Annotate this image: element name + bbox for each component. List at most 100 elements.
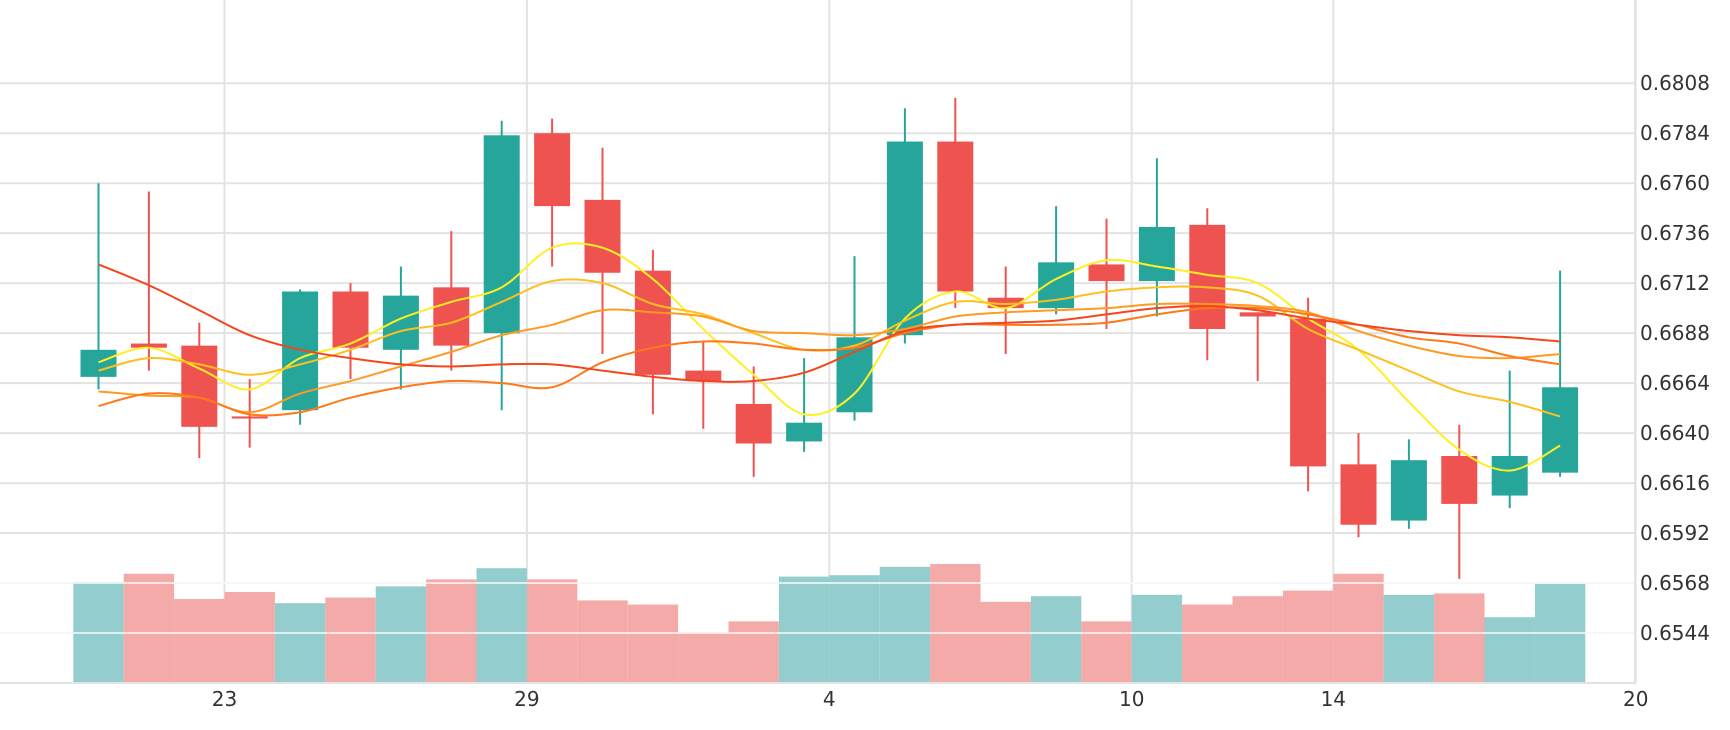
candle [1542, 270, 1579, 477]
candle [80, 183, 117, 390]
candle-body [80, 349, 117, 377]
candle-body [1390, 460, 1427, 521]
y-tick-label: 0.6688 [1640, 321, 1710, 345]
volume-bar [325, 597, 376, 683]
candle [1441, 424, 1478, 579]
candle-body [634, 270, 671, 375]
volume-bar [174, 599, 225, 683]
x-tick-label: 10 [1119, 687, 1144, 711]
candle [1340, 433, 1377, 538]
candle [1189, 208, 1226, 361]
y-tick-label: 0.6664 [1640, 371, 1710, 395]
candle [1088, 218, 1125, 329]
volume-bar [123, 573, 175, 683]
candle-body [1290, 318, 1327, 467]
candle [685, 341, 722, 429]
moving-average-line [98, 306, 1561, 417]
volume-bar [1484, 617, 1535, 683]
y-tick-label: 0.6544 [1640, 621, 1710, 645]
candle-body [937, 141, 974, 292]
moving-average-line [98, 242, 1561, 472]
candle [1390, 439, 1427, 529]
candle-body [130, 343, 167, 348]
candle-body [534, 133, 571, 207]
volume-bar [879, 566, 931, 683]
volume-bar [1232, 596, 1283, 683]
volume-bar [829, 575, 880, 683]
candle [836, 256, 873, 421]
y-tick-label: 0.6712 [1640, 271, 1710, 295]
candle [1290, 297, 1327, 492]
candle-body [382, 295, 419, 350]
volume-bar [930, 564, 981, 683]
y-tick-label: 0.6592 [1640, 521, 1710, 545]
candle [1138, 158, 1175, 317]
y-tick-label: 0.6760 [1640, 171, 1710, 195]
volume-bar [426, 579, 477, 683]
x-tick-label: 4 [823, 687, 836, 711]
candle [1239, 312, 1276, 382]
candle-body [685, 370, 722, 382]
moving-average-layer [98, 242, 1561, 472]
candle [1491, 370, 1528, 509]
x-tick-label: 14 [1321, 687, 1346, 711]
volume-bar [577, 600, 628, 683]
volume-bar [274, 603, 326, 683]
volume-bar [1383, 594, 1435, 683]
volume-bar [778, 576, 830, 683]
x-tick-label: 23 [212, 687, 237, 711]
volume-bar [728, 621, 779, 683]
volume-bar [980, 601, 1031, 683]
volume-bar [1282, 590, 1334, 683]
moving-average-line [98, 263, 1561, 383]
volume-bar [375, 586, 427, 683]
axis-layer: 0.6808 0.6784 0.6760 0.6736 0.6712 0.6688 0.66… [0, 0, 1710, 711]
volume-bar [678, 632, 729, 683]
candle [181, 322, 218, 459]
candle-body [786, 422, 823, 442]
candle [231, 378, 268, 448]
y-tick-label: 0.6568 [1640, 571, 1710, 595]
candle [937, 97, 974, 309]
candle-body [1491, 456, 1528, 496]
volume-bar [224, 592, 275, 683]
candle [886, 108, 923, 344]
volume-bar [1434, 593, 1485, 683]
candle-body [886, 141, 923, 336]
y-tick-label: 0.6616 [1640, 471, 1710, 495]
volume-bar [1131, 594, 1183, 683]
candle-body [584, 199, 621, 273]
candle-body [231, 416, 268, 419]
candle [584, 147, 621, 354]
volume-bar [526, 579, 578, 683]
volume-bar [627, 604, 679, 683]
candle-body [1239, 312, 1276, 317]
candle-body [433, 287, 470, 346]
candle-layer [80, 97, 1579, 579]
y-tick-label: 0.6808 [1640, 71, 1710, 95]
candle-body [735, 403, 772, 444]
volume-bar [1333, 573, 1384, 683]
candle [987, 266, 1024, 354]
candle-body [1138, 226, 1175, 282]
candle-body [1340, 464, 1377, 525]
candle-body [1441, 456, 1478, 504]
y-tick-label: 0.6640 [1640, 421, 1710, 445]
x-tick-label: 29 [514, 687, 539, 711]
candle [735, 366, 772, 477]
candle [483, 120, 520, 411]
volume-bar [1081, 621, 1132, 683]
candle-body [282, 291, 319, 411]
candle [786, 358, 823, 452]
moving-average-line [98, 302, 1561, 414]
candle [130, 191, 167, 371]
x-tick-label: 20 [1623, 687, 1648, 711]
candle-body [1542, 387, 1579, 473]
candle [332, 283, 369, 379]
candle [634, 249, 671, 415]
y-tick-label: 0.6736 [1640, 221, 1710, 245]
volume-bar [1030, 596, 1082, 683]
candle-body [987, 297, 1024, 309]
